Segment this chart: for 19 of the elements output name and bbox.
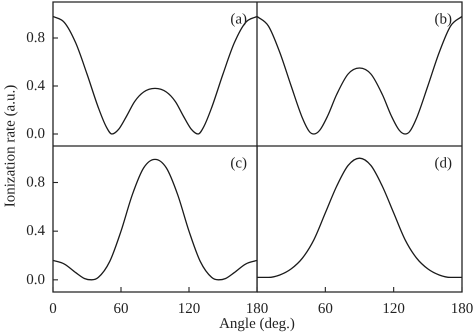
y-tick-label: 0.0 [26,126,45,142]
y-tick-label: 0.4 [26,223,46,240]
y-tick-label: 0.4 [26,78,46,94]
annotation: (d) [434,155,452,172]
y-axis-title: Ionization rate (a.u.) [2,84,20,208]
y-tick-label: 0.8 [26,30,45,46]
x-tick-label: 60 [114,300,128,317]
y-tick-label: 0.0 [26,272,45,288]
annotation: (c) [230,155,247,172]
x-tick-label: 60 [318,300,333,317]
x-tick-label: 0 [49,300,57,317]
x-tick-label: 120 [382,300,405,317]
x-tick-label: 120 [178,300,200,317]
y-tick-label: 0.8 [26,174,45,190]
annotation: (a) [230,11,247,28]
x-axis-title: Angle (deg.) [219,316,295,333]
annotation: (b) [434,11,452,28]
x-tick-label: 180 [450,300,474,317]
x-tick-label: 180 [246,300,268,317]
